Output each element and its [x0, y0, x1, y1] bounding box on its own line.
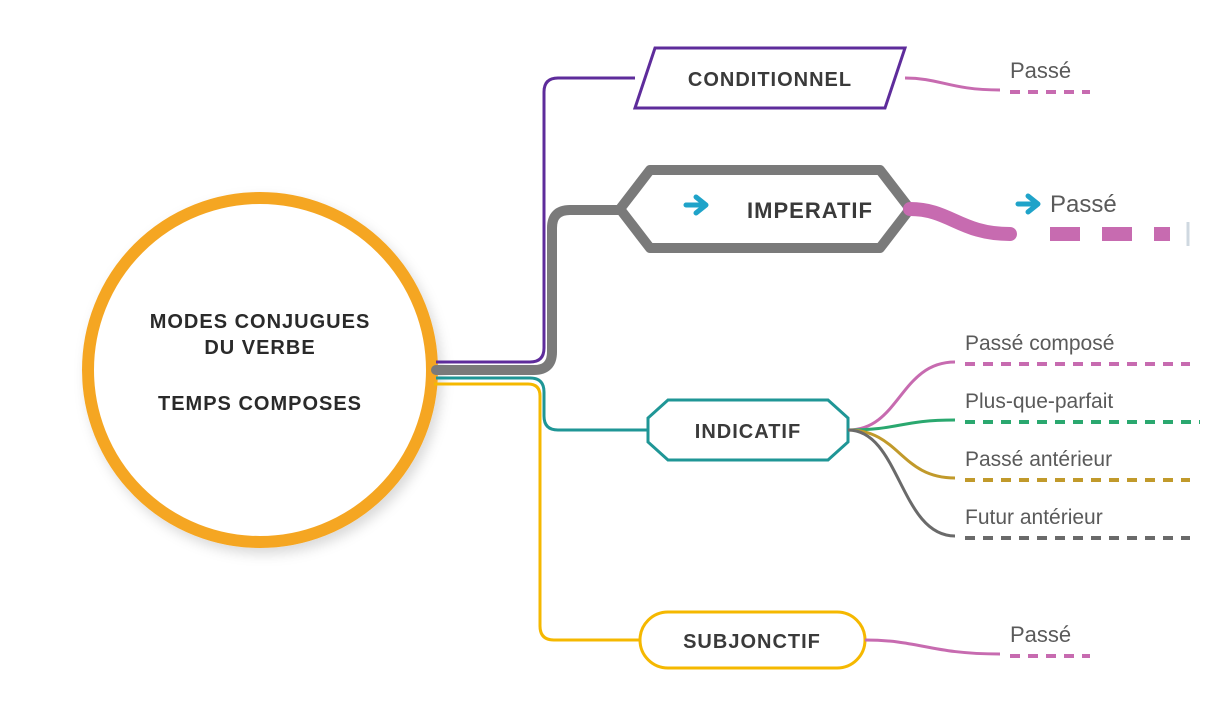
edge-indicatif-plusqueparfait: [848, 420, 955, 430]
arrow-right-icon: [1018, 196, 1038, 212]
edge-indicatif-passeanterieur: [848, 430, 955, 478]
center-line3: TEMPS COMPOSES: [158, 393, 362, 415]
center-line2: DU VERBE: [204, 337, 315, 359]
center-node: MODES CONJUGUES DU VERBE TEMPS COMPOSES: [88, 198, 432, 542]
edge-center-indicatif: [436, 378, 648, 430]
node-subjonctif[interactable]: SUBJONCTIF: [640, 612, 865, 668]
edge-imperatif-passe: [910, 209, 1010, 234]
edge-center-conditionnel: [436, 78, 635, 362]
indicatif-plusqueparfait-label[interactable]: Plus-que-parfait: [965, 390, 1113, 413]
conditionnel-label: CONDITIONNEL: [688, 69, 852, 91]
node-imperatif[interactable]: IMPERATIF: [620, 170, 910, 248]
indicatif-label: INDICATIF: [695, 421, 801, 443]
subjonctif-passe-label[interactable]: Passé: [1010, 622, 1071, 647]
subjonctif-label: SUBJONCTIF: [683, 631, 821, 653]
imperatif-label: IMPERATIF: [747, 198, 873, 223]
center-line1: MODES CONJUGUES: [150, 311, 371, 333]
edge-center-subjonctif: [434, 384, 640, 640]
edge-subjonctif-passe: [865, 640, 1000, 654]
edge-indicatif-futuranterieur: [848, 430, 955, 536]
indicatif-passecompose-label[interactable]: Passé composé: [965, 332, 1114, 355]
conditionnel-passe-label[interactable]: Passé: [1010, 58, 1071, 83]
node-conditionnel[interactable]: CONDITIONNEL: [635, 48, 905, 108]
indicatif-passeanterieur-label[interactable]: Passé antérieur: [965, 448, 1112, 471]
center-circle: [88, 198, 432, 542]
node-indicatif[interactable]: INDICATIF: [648, 400, 848, 460]
indicatif-futuranterieur-label[interactable]: Futur antérieur: [965, 506, 1103, 529]
edge-center-imperatif: [436, 210, 620, 370]
imperatif-passe-label[interactable]: Passé: [1050, 191, 1117, 218]
edge-conditionnel-passe: [905, 78, 1000, 90]
